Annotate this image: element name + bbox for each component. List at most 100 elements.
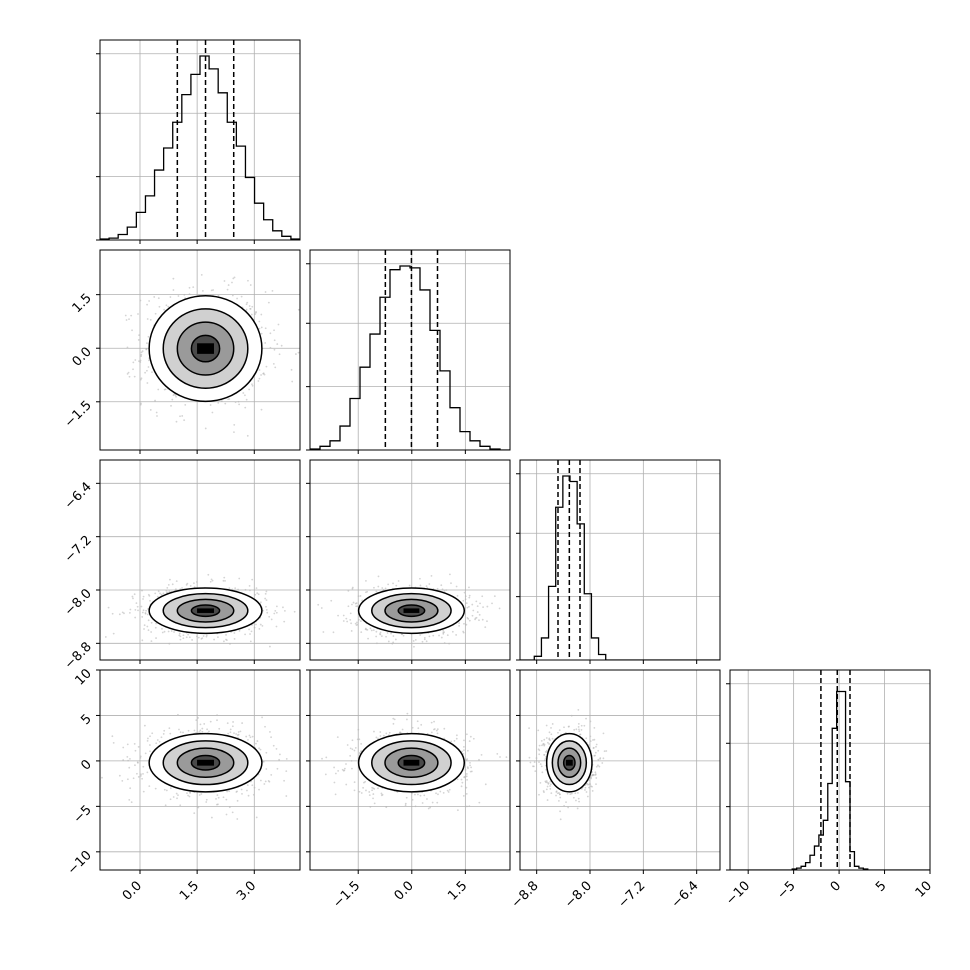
sample-point [354, 747, 357, 749]
sample-point [379, 731, 382, 733]
sample-point [265, 590, 268, 593]
panel-frame [309, 459, 511, 661]
sample-point [269, 332, 272, 335]
sample-point [356, 621, 358, 624]
sample-point [142, 765, 145, 768]
sample-point [229, 728, 232, 731]
sample-point [462, 631, 465, 634]
sample-point [351, 748, 354, 751]
sample-point [160, 736, 163, 739]
sample-point [413, 645, 415, 648]
sample-point [465, 602, 468, 605]
sample-point [161, 631, 164, 634]
sample-point [248, 305, 251, 307]
sample-point [258, 327, 261, 330]
sample-point [165, 789, 168, 792]
sample-point [460, 785, 463, 788]
histogram-step [100, 55, 300, 240]
sample-point [448, 642, 451, 645]
sample-point [79, 334, 81, 336]
sample-point [216, 719, 218, 722]
sample-point [257, 380, 260, 382]
panel-1-0: −1.50.01.5 [62, 249, 301, 454]
sample-point [146, 382, 149, 384]
sample-point [151, 371, 153, 373]
sample-point [297, 308, 300, 311]
sample-point [136, 772, 138, 775]
sample-point [181, 415, 184, 417]
sample-point [589, 720, 592, 723]
sample-point [145, 609, 147, 612]
sample-point [491, 602, 493, 605]
contour-line [176, 598, 235, 623]
sample-point [137, 609, 139, 612]
sample-point [482, 606, 484, 608]
sample-point [241, 722, 244, 724]
sample-point [200, 273, 203, 276]
sample-point [333, 781, 336, 784]
sample-point [225, 813, 228, 816]
sample-point [411, 726, 414, 729]
sample-point [163, 788, 166, 791]
sample-point [369, 806, 372, 808]
contour-line [357, 732, 466, 793]
sample-point [201, 290, 204, 292]
y-tick-label: −1.5 [62, 398, 95, 431]
sample-point [244, 394, 246, 397]
sample-point [355, 624, 358, 627]
contour-line [190, 754, 221, 771]
contour-line [371, 592, 452, 629]
density-peak [197, 343, 214, 354]
sample-point [212, 289, 215, 291]
sample-point [549, 785, 551, 787]
sample-point [157, 590, 160, 593]
sample-point [140, 773, 142, 776]
sample-point [261, 716, 263, 719]
scatter-layer [321, 712, 508, 812]
sample-point [443, 727, 446, 730]
sample-point [353, 749, 356, 752]
sample-point [260, 313, 263, 316]
sample-point [345, 763, 347, 765]
sample-point [380, 635, 383, 638]
sample-point [285, 758, 288, 760]
sample-point [387, 640, 390, 643]
sample-point [428, 635, 431, 638]
sample-point [462, 745, 465, 748]
sample-point [421, 640, 424, 643]
sample-point [139, 361, 142, 364]
panel-frame [99, 39, 301, 241]
sample-point [227, 284, 230, 286]
sample-point [438, 634, 440, 637]
sample-point [198, 731, 201, 733]
sample-point [246, 789, 248, 792]
sample-point [455, 634, 458, 636]
sample-point [466, 749, 469, 752]
sample-point [349, 754, 352, 757]
sample-point [265, 768, 268, 770]
sample-point [451, 630, 454, 633]
contour-line [148, 732, 263, 793]
panel-3-1: −1.5 0.0 1.5 [306, 669, 511, 911]
panel-frame [309, 249, 511, 451]
sample-point [161, 627, 163, 630]
sample-point [195, 719, 198, 722]
sample-point [429, 806, 432, 809]
sample-point [419, 584, 422, 587]
density-peak [197, 759, 214, 766]
sample-point [341, 768, 344, 771]
sample-point [464, 769, 467, 771]
sample-point [247, 738, 249, 741]
sample-point [168, 727, 171, 730]
sample-point [225, 633, 227, 636]
y-tick-label: 10 [73, 666, 95, 688]
sample-point [597, 764, 599, 767]
sample-point [217, 401, 220, 404]
sample-point [200, 793, 203, 795]
sample-point [147, 619, 150, 622]
y-tick-label: 0.0 [70, 344, 95, 369]
sample-point [251, 383, 253, 386]
sample-point [342, 614, 345, 617]
contour-line [384, 598, 439, 623]
sample-point [128, 611, 131, 614]
